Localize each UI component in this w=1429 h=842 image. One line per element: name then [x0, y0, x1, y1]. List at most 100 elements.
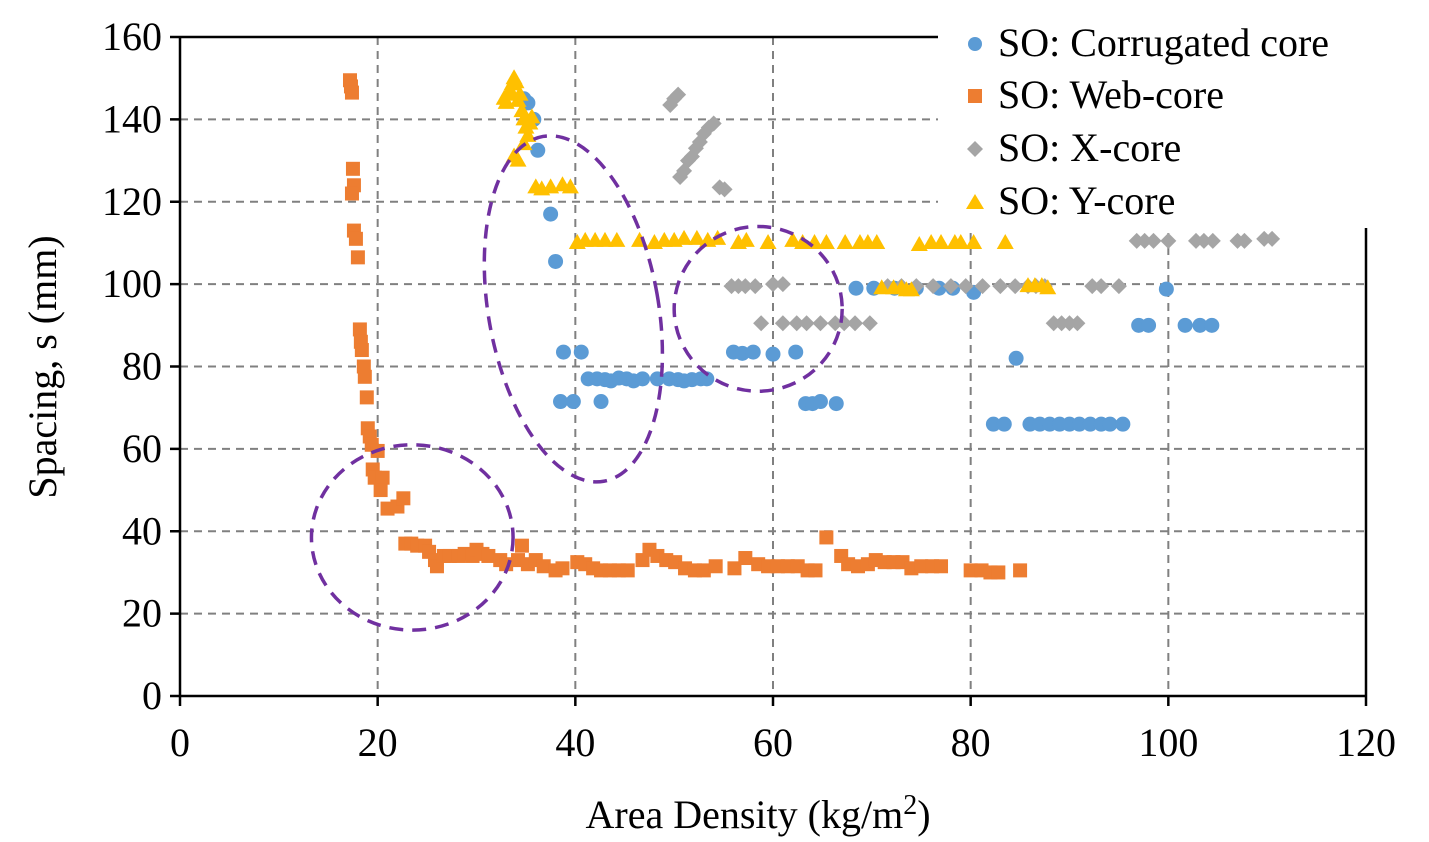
data-point-circle — [573, 344, 589, 360]
data-point-square — [375, 470, 390, 485]
data-point-triangle — [932, 233, 950, 249]
series-circle — [516, 91, 1220, 432]
annotation-ellipse — [309, 443, 515, 632]
x-axis-title-superscript: 2 — [903, 790, 917, 821]
data-point-triangle — [561, 178, 579, 194]
legend-item-y: SO: Y-core — [966, 178, 1175, 223]
data-point-square — [359, 390, 374, 405]
y-tick-label: 60 — [122, 426, 162, 471]
data-point-circle — [699, 371, 715, 387]
data-point-circle — [1141, 317, 1157, 333]
data-point-circle — [828, 396, 844, 412]
y-tick-label: 20 — [122, 591, 162, 636]
data-point-diamond — [1160, 232, 1177, 249]
data-point-triangle — [509, 151, 527, 167]
data-point-square — [348, 231, 363, 246]
annotation-ellipses — [309, 134, 844, 632]
data-point-square — [934, 559, 949, 574]
data-point-diamond — [753, 315, 770, 332]
data-point-diamond — [1236, 232, 1253, 249]
data-point-square — [555, 561, 570, 576]
legend-background — [938, 14, 1396, 228]
data-point-square — [708, 559, 723, 574]
data-point-diamond — [765, 276, 781, 293]
data-point-circle — [1192, 317, 1208, 333]
data-point-circle — [996, 416, 1012, 432]
data-point-triangle — [794, 233, 812, 249]
data-point-square — [350, 250, 365, 265]
data-point-diamond — [1007, 278, 1024, 295]
data-point-triangle — [523, 108, 541, 124]
data-point-diamond — [925, 278, 942, 295]
data-point-diamond — [788, 315, 805, 332]
x-tick-label: 40 — [555, 720, 595, 765]
data-point-diamond — [974, 278, 991, 295]
data-point-triangle — [513, 102, 531, 118]
series-triangle — [495, 69, 1057, 297]
data-points — [342, 69, 1281, 580]
data-point-circle — [1204, 317, 1220, 333]
data-point-diamond — [737, 278, 754, 295]
data-point-triangle — [952, 233, 970, 249]
annotation-ellipse — [482, 134, 665, 484]
y-tick-label: 40 — [122, 508, 162, 553]
x-axis-title-text: Area Density (kg/m — [585, 792, 903, 837]
data-point-diamond — [716, 181, 733, 198]
y-tick-label: 120 — [102, 179, 162, 224]
legend-item-x: SO: X-core — [967, 125, 1181, 170]
data-point-circle — [788, 344, 804, 360]
data-point-square — [373, 483, 388, 498]
data-point-circle — [745, 344, 761, 360]
y-tick-label: 100 — [102, 261, 162, 306]
data-point-circle — [1102, 416, 1118, 432]
data-point-triangle — [737, 231, 755, 247]
legend-marker-square — [968, 89, 982, 103]
data-point-diamond — [1093, 278, 1110, 295]
data-point-square — [696, 563, 711, 578]
data-point-circle — [1008, 350, 1024, 366]
data-point-circle — [555, 344, 571, 360]
data-point-triangle — [910, 235, 928, 251]
data-point-diamond — [957, 278, 974, 295]
data-point-square — [991, 565, 1006, 580]
data-point-diamond — [1264, 230, 1281, 247]
legend: SO: Corrugated core SO: Web-core SO: X-c… — [938, 14, 1396, 228]
data-point-circle — [543, 206, 559, 222]
data-point-circle — [1158, 281, 1174, 297]
data-point-triangle — [608, 231, 626, 247]
data-point-square — [344, 85, 359, 100]
y-tick-label: 140 — [102, 96, 162, 141]
data-point-diamond — [705, 115, 722, 132]
data-point-square — [357, 369, 372, 384]
data-point-square — [354, 343, 369, 358]
data-point-diamond — [1195, 232, 1212, 249]
data-point-square — [481, 548, 496, 563]
data-point-circle — [734, 345, 750, 361]
data-point-diamond — [747, 278, 764, 295]
data-point-square — [727, 561, 742, 576]
x-tick-label: 80 — [951, 720, 991, 765]
data-point-square — [1013, 563, 1028, 578]
data-point-circle — [530, 142, 546, 158]
data-point-diamond — [695, 125, 712, 142]
x-tick-label: 60 — [753, 720, 793, 765]
data-point-diamond — [1084, 278, 1101, 295]
data-point-diamond — [798, 315, 815, 332]
data-point-circle — [593, 394, 609, 410]
data-point-triangle — [868, 233, 886, 249]
x-axis-title-tail: ) — [917, 792, 930, 837]
legend-label-corrugated: SO: Corrugated core — [998, 20, 1329, 65]
data-point-triangle — [902, 281, 920, 297]
data-point-diamond — [1136, 232, 1153, 249]
legend-marker-triangle — [966, 194, 984, 209]
data-point-square — [620, 563, 635, 578]
y-tick-label: 0 — [142, 673, 162, 718]
data-point-circle — [985, 416, 1001, 432]
data-point-circle — [848, 280, 864, 296]
data-point-triangle — [519, 126, 537, 142]
data-point-triangle — [784, 231, 802, 247]
series-square — [342, 73, 1028, 580]
data-point-square — [808, 563, 823, 578]
data-point-square — [536, 559, 551, 574]
data-point-triangle — [507, 73, 525, 89]
